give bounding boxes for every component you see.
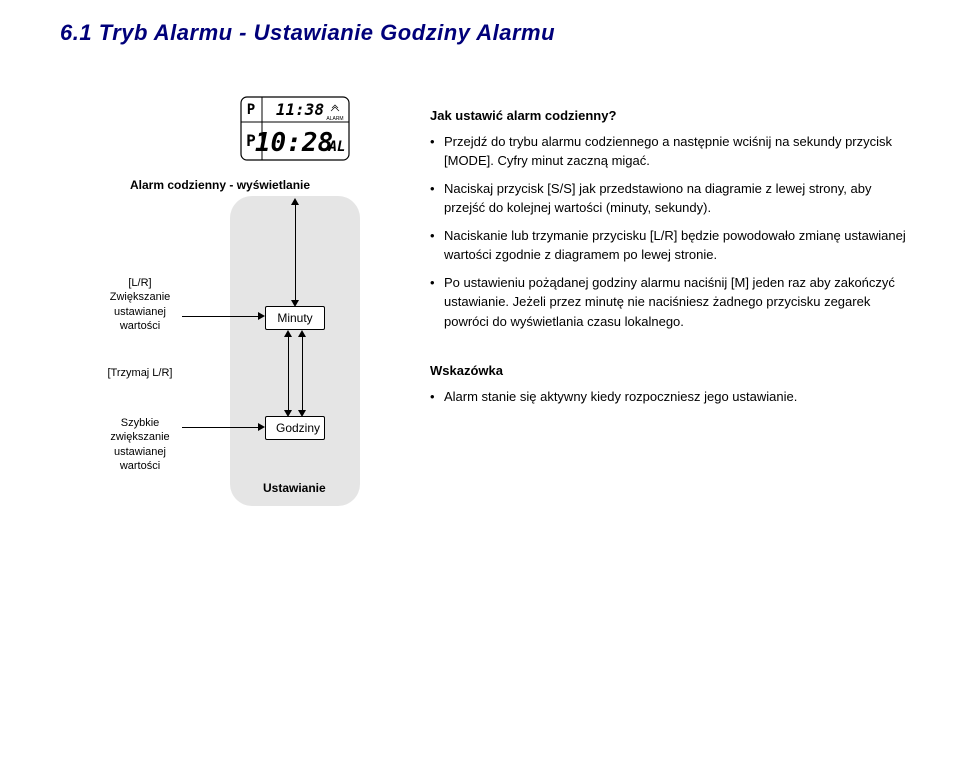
annotation-lr: [L/R] Zwiększanie ustawianej wartości: [100, 276, 180, 333]
arrow-line: [295, 204, 296, 302]
annotation-fast: Szybkie zwiększanie ustawianej wartości: [100, 416, 180, 473]
annotation-hold-lr: [Trzymaj L/R]: [100, 366, 180, 380]
node-godziny: Godziny: [265, 416, 325, 440]
annotation-lr-key: [L/R]: [100, 276, 180, 290]
arrow-up-icon: [291, 198, 299, 205]
list-item: Przejdź do trybu alarmu codziennego a na…: [430, 132, 910, 171]
arrow-line: [182, 427, 260, 428]
watch-time1: 11:38: [276, 100, 324, 119]
arrow-line: [302, 334, 303, 412]
watch-display: P 11:38 ALARM P 10:28 AL: [240, 96, 350, 161]
watch-time2: 10:28: [255, 128, 333, 158]
alarm-diagram: P 11:38 ALARM P 10:28 AL Alarm codzienny…: [50, 106, 410, 526]
watch-alarm-label: ALARM: [326, 116, 343, 122]
node-minuty: Minuty: [265, 306, 325, 330]
arrow-line: [182, 316, 260, 317]
list-item: Naciskanie lub trzymanie przycisku [L/R]…: [430, 226, 910, 265]
setup-label: Ustawianie: [263, 481, 326, 495]
arrow-line: [288, 334, 289, 412]
list-item: Naciskaj przycisk [S/S] jak przedstawion…: [430, 179, 910, 218]
list-item: Po ustawieniu pożądanej godziny alarmu n…: [430, 273, 910, 332]
how-to-heading: Jak ustawić alarm codzienny?: [430, 106, 910, 126]
arrow-up-icon: [298, 330, 306, 337]
hint-heading: Wskazówka: [430, 361, 910, 381]
arrow-right-icon: [258, 312, 265, 320]
list-item: Alarm stanie się aktywny kiedy rozpoczni…: [430, 387, 910, 407]
text-column: Jak ustawić alarm codzienny? Przejdź do …: [430, 106, 910, 526]
watch-al-label: AL: [328, 139, 346, 155]
content-row: P 11:38 ALARM P 10:28 AL Alarm codzienny…: [50, 106, 910, 526]
annotation-lr-text: Zwiększanie ustawianej wartości: [100, 290, 180, 333]
arrow-up-icon: [284, 330, 292, 337]
alarm-display-label: Alarm codzienny - wyświetlanie: [130, 178, 310, 192]
watch-p1: P: [247, 102, 255, 118]
hint-list: Alarm stanie się aktywny kiedy rozpoczni…: [430, 387, 910, 407]
diagram-column: P 11:38 ALARM P 10:28 AL Alarm codzienny…: [50, 106, 410, 526]
instruction-list: Przejdź do trybu alarmu codziennego a na…: [430, 132, 910, 332]
page-title: 6.1 Tryb Alarmu - Ustawianie Godziny Ala…: [60, 20, 910, 46]
arrow-right-icon: [258, 423, 265, 431]
